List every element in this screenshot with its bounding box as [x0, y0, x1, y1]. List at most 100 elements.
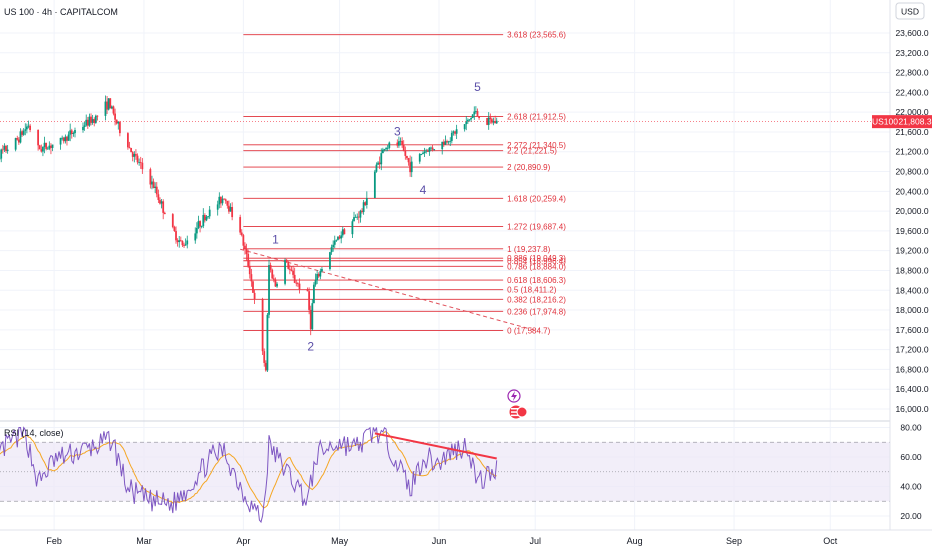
us-flag-icon[interactable]: [509, 405, 528, 419]
candle-body: [362, 202, 365, 213]
candle-body: [292, 270, 294, 275]
candle-body: [91, 119, 94, 123]
candle-body: [239, 217, 242, 233]
candle-body: [402, 145, 405, 151]
wave-label: 3: [394, 124, 401, 138]
candle-body: [114, 113, 116, 120]
candle-body: [0, 149, 3, 159]
rsi-tick-labels: 20.00 40.00 60.00 80.00: [900, 423, 922, 522]
candle-body: [228, 205, 230, 212]
price-tick-label: 16,000.0: [895, 404, 928, 414]
candle-body: [59, 137, 62, 145]
candle-body: [452, 131, 455, 133]
candle-body: [159, 200, 161, 204]
candle-body: [441, 141, 444, 150]
candle-body: [136, 155, 139, 163]
candle-body: [268, 265, 270, 315]
candle-body: [107, 98, 110, 110]
price-tick-label: 17,200.0: [895, 345, 928, 355]
price-tick-label: 23,200.0: [895, 48, 928, 58]
fib-level-label: 0 (17,584.7): [507, 327, 550, 336]
candle-body: [494, 121, 497, 124]
price-axis[interactable]: USD 16,000.0 16,400.0 16,800.0 17,200.0 17,6…: [872, 0, 932, 530]
candle-body: [341, 229, 344, 236]
wave-label: 2: [307, 340, 314, 354]
candle-body: [359, 210, 362, 218]
candle-body: [361, 210, 363, 213]
candle-body: [430, 147, 432, 149]
candle-body: [386, 147, 389, 149]
candle-body: [263, 351, 266, 363]
candle-body: [454, 131, 456, 134]
fib-level-label: 0.886 (19,049.3): [507, 254, 566, 263]
price-tick-label: 21,200.0: [895, 147, 928, 157]
candle-body: [104, 101, 107, 116]
candle-body: [115, 119, 118, 124]
candle-body: [133, 153, 136, 157]
rsi-tick-label: 60.00: [900, 452, 922, 462]
candle-body: [37, 129, 40, 146]
candle-body: [321, 269, 323, 272]
candle-body: [377, 162, 379, 165]
candle-body: [474, 111, 477, 112]
candle-body: [24, 129, 27, 131]
candle-body: [356, 216, 359, 218]
candle-body: [93, 119, 96, 123]
candle-body: [491, 119, 493, 123]
candle-body: [94, 115, 97, 123]
candle-body: [27, 125, 30, 127]
candle-body: [118, 122, 121, 134]
candle-body: [163, 212, 166, 215]
candle-body: [401, 140, 404, 146]
candle-body: [284, 259, 286, 284]
candle-body: [38, 145, 41, 150]
candle-body: [64, 136, 67, 142]
candle-body: [157, 194, 160, 201]
price-tick-label: 18,000.0: [895, 305, 928, 315]
candle-body: [478, 116, 480, 119]
candle-body: [173, 227, 176, 232]
candle-body: [220, 196, 222, 204]
candle-body: [152, 181, 155, 188]
currency-label: USD: [901, 7, 919, 17]
price-tick-label: 22,800.0: [895, 68, 928, 78]
elliott-wave-labels: 1 2 3 4 5: [272, 80, 481, 354]
candle-body: [218, 196, 221, 205]
price-tick-label: 20,400.0: [895, 186, 928, 196]
candle-body: [248, 265, 251, 275]
candle-body: [224, 199, 227, 201]
candle-body: [306, 289, 309, 292]
candle-body: [245, 248, 248, 254]
time-tick-label: Sep: [726, 536, 742, 546]
wave-label: 4: [420, 183, 427, 197]
candle-body: [112, 106, 115, 114]
candle-body: [86, 119, 89, 126]
rsi-tick-label: 80.00: [900, 423, 922, 433]
wave-label: 5: [474, 80, 481, 94]
candle-body: [135, 153, 137, 156]
lightning-icon[interactable]: [507, 389, 521, 403]
candle-body: [72, 133, 75, 135]
rsi-title: RSI (14, close): [4, 428, 64, 438]
candle-body: [492, 121, 495, 123]
candle-body: [354, 217, 357, 218]
fib-level-label: 0.854 (18,996.4): [507, 257, 566, 266]
currency-badge[interactable]: [895, 2, 925, 20]
candle-body: [287, 262, 290, 269]
candle-body: [423, 151, 426, 154]
candle-body: [226, 200, 229, 206]
time-axis[interactable]: Feb Mar Apr May Jun Jul Aug Sep Oct: [0, 529, 932, 546]
candle-body: [288, 268, 291, 270]
candle-body: [242, 235, 245, 246]
candle-body: [330, 247, 333, 253]
price-tick-label: 19,600.0: [895, 226, 928, 236]
candle-body: [425, 150, 428, 152]
price-tick-label: 21,600.0: [895, 127, 928, 137]
candle-body: [364, 202, 367, 205]
fib-level-label: 2.618 (21,912.5): [507, 112, 566, 121]
candle-body: [155, 186, 158, 195]
fib-level-label: 2 (20,890.9): [507, 163, 550, 172]
candle-body: [250, 274, 253, 282]
candle-body: [410, 161, 413, 173]
candle-body: [160, 201, 163, 204]
